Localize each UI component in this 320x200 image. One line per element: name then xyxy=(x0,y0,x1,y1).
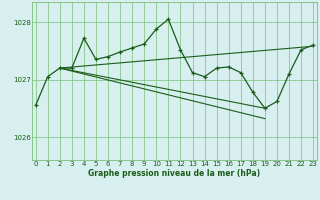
X-axis label: Graphe pression niveau de la mer (hPa): Graphe pression niveau de la mer (hPa) xyxy=(88,169,260,178)
